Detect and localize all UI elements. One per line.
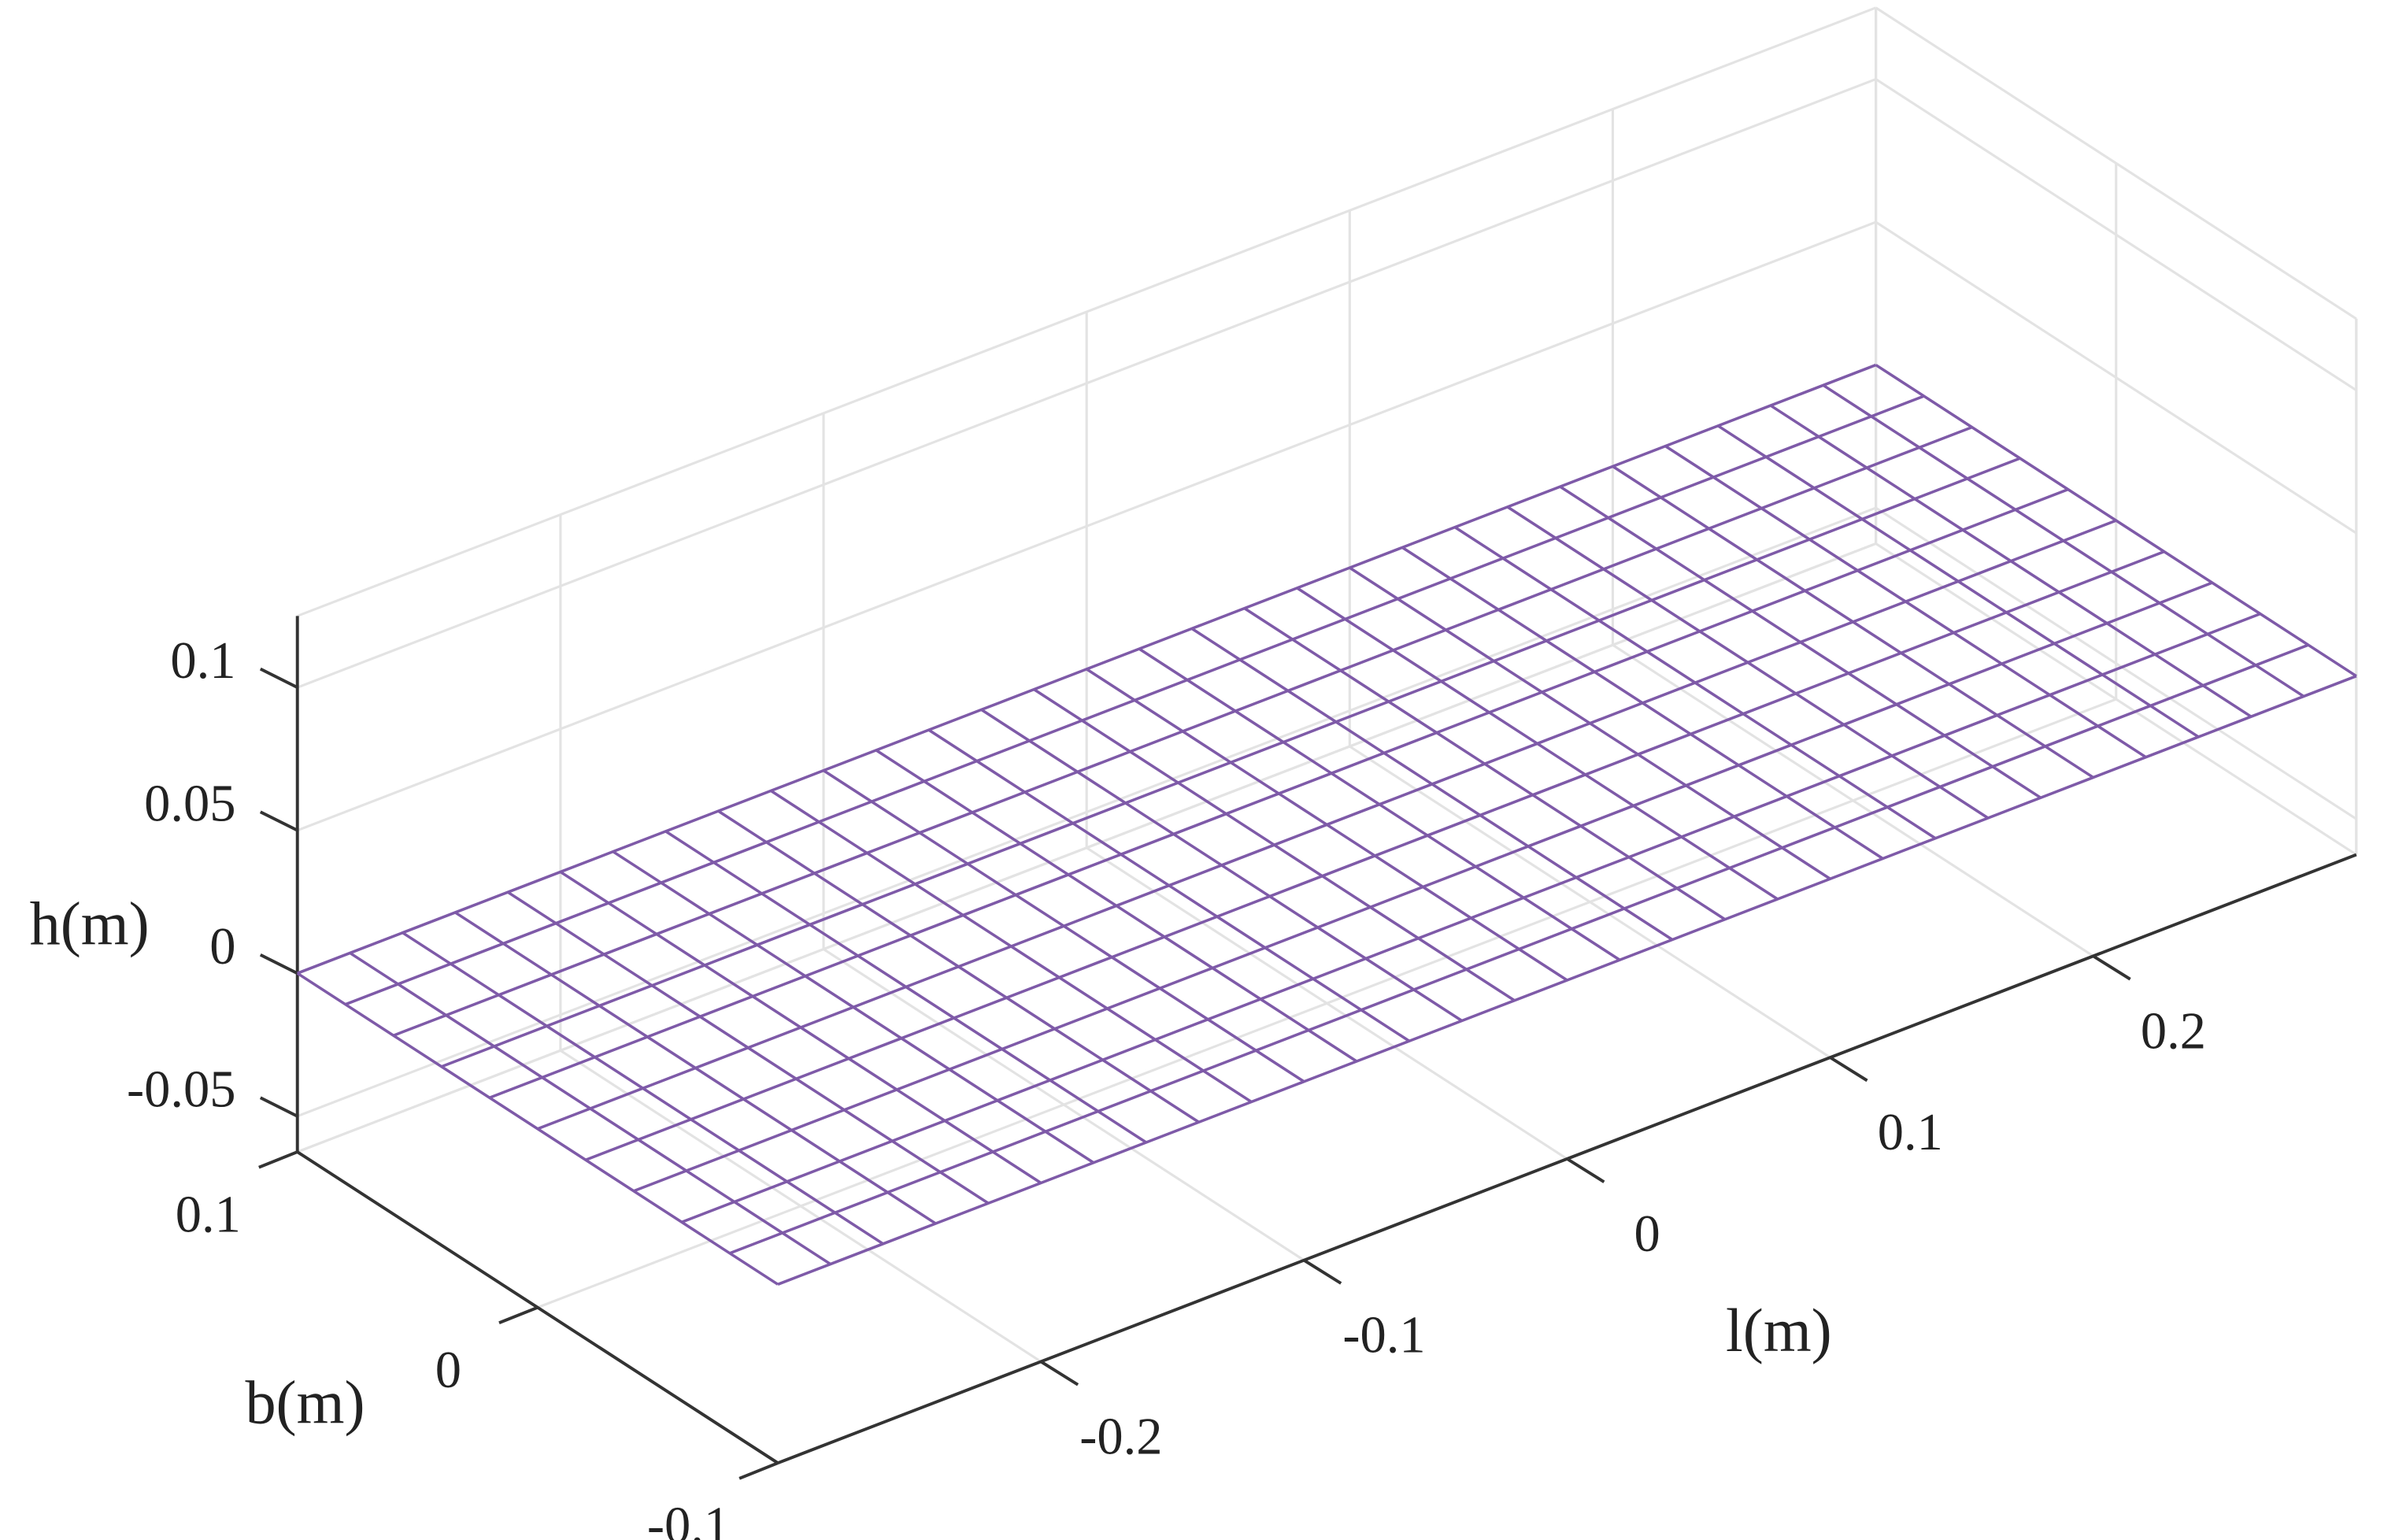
- z-tick: [259, 1096, 298, 1118]
- y-axis: [296, 1150, 779, 1464]
- mesh-line: [1770, 404, 2252, 718]
- y-axis-label: b(m): [245, 1368, 365, 1437]
- mesh-line: [1190, 627, 1674, 941]
- x-tick: [1829, 1056, 1868, 1083]
- grid-line: [1875, 78, 2357, 391]
- mesh-line: [717, 809, 1200, 1124]
- grid-line: [297, 78, 1877, 689]
- x-tick-label: 0.1: [1878, 1104, 1943, 1161]
- mesh-line: [770, 789, 1253, 1103]
- mesh-line: [1243, 607, 1726, 921]
- mesh-line: [1454, 526, 1937, 840]
- z-tick: [259, 953, 298, 975]
- mesh-line: [1717, 424, 2200, 739]
- z-tick-label: 0.05: [144, 776, 235, 833]
- mesh-line: [1033, 688, 1516, 1002]
- z-axis-label: h(m): [30, 889, 150, 957]
- mesh-line: [454, 911, 937, 1225]
- y-tick-label: 0.1: [176, 1186, 241, 1243]
- x-axis-label: l(m): [1726, 1296, 1832, 1364]
- mesh-line: [296, 972, 779, 1286]
- z-tick: [259, 810, 298, 832]
- mesh-line: [349, 951, 831, 1266]
- x-axis: [777, 853, 2357, 1465]
- mesh-line: [402, 931, 884, 1246]
- mesh-line: [980, 708, 1463, 1022]
- mesh-line: [612, 850, 1094, 1164]
- x-tick: [1040, 1360, 1079, 1386]
- z-tick: [259, 667, 298, 689]
- mesh-line: [1559, 485, 2041, 799]
- grid-line: [297, 542, 1877, 1153]
- x-tick-label: 0: [1634, 1205, 1660, 1263]
- mesh-line: [664, 830, 1147, 1144]
- x-tick: [1303, 1259, 1342, 1285]
- y-tick-label: -0.1: [647, 1497, 730, 1540]
- x-tick: [2092, 954, 2131, 981]
- mesh-line: [507, 890, 990, 1205]
- mesh-line: [1086, 668, 1568, 982]
- mesh-line: [559, 870, 1042, 1185]
- mesh-line: [1349, 566, 1831, 880]
- mesh-line: [1875, 364, 2357, 678]
- z-tick-label: 0: [209, 918, 235, 975]
- x-tick-label: -0.1: [1342, 1307, 1425, 1364]
- y-tick: [498, 1305, 539, 1325]
- mesh-line: [1296, 587, 1779, 901]
- z-tick-label: 0.1: [170, 632, 235, 690]
- y-tick: [738, 1461, 779, 1480]
- x-tick: [1566, 1157, 1605, 1183]
- y-tick-label: 0: [435, 1342, 461, 1399]
- mesh-line: [1401, 546, 1884, 860]
- mesh-line: [1138, 647, 1621, 961]
- grid-line: [297, 220, 1877, 832]
- x-tick-label: -0.2: [1079, 1408, 1162, 1465]
- mesh-line: [1664, 445, 2147, 759]
- mesh-line: [1822, 383, 2305, 698]
- grid-line: [1875, 506, 2357, 820]
- z-tick-label: -0.05: [127, 1061, 236, 1119]
- mesh-line: [1506, 505, 1990, 820]
- mesh-line: [1612, 465, 2094, 779]
- grid-line: [297, 506, 1877, 1118]
- y-tick: [258, 1150, 298, 1169]
- grid-line: [1875, 220, 2357, 535]
- mesh-line: [875, 749, 1358, 1063]
- x-tick-label: 0.2: [2141, 1002, 2206, 1060]
- grid-line: [537, 698, 2117, 1309]
- mesh-line: [823, 769, 1305, 1083]
- mesh-line: [927, 728, 1410, 1042]
